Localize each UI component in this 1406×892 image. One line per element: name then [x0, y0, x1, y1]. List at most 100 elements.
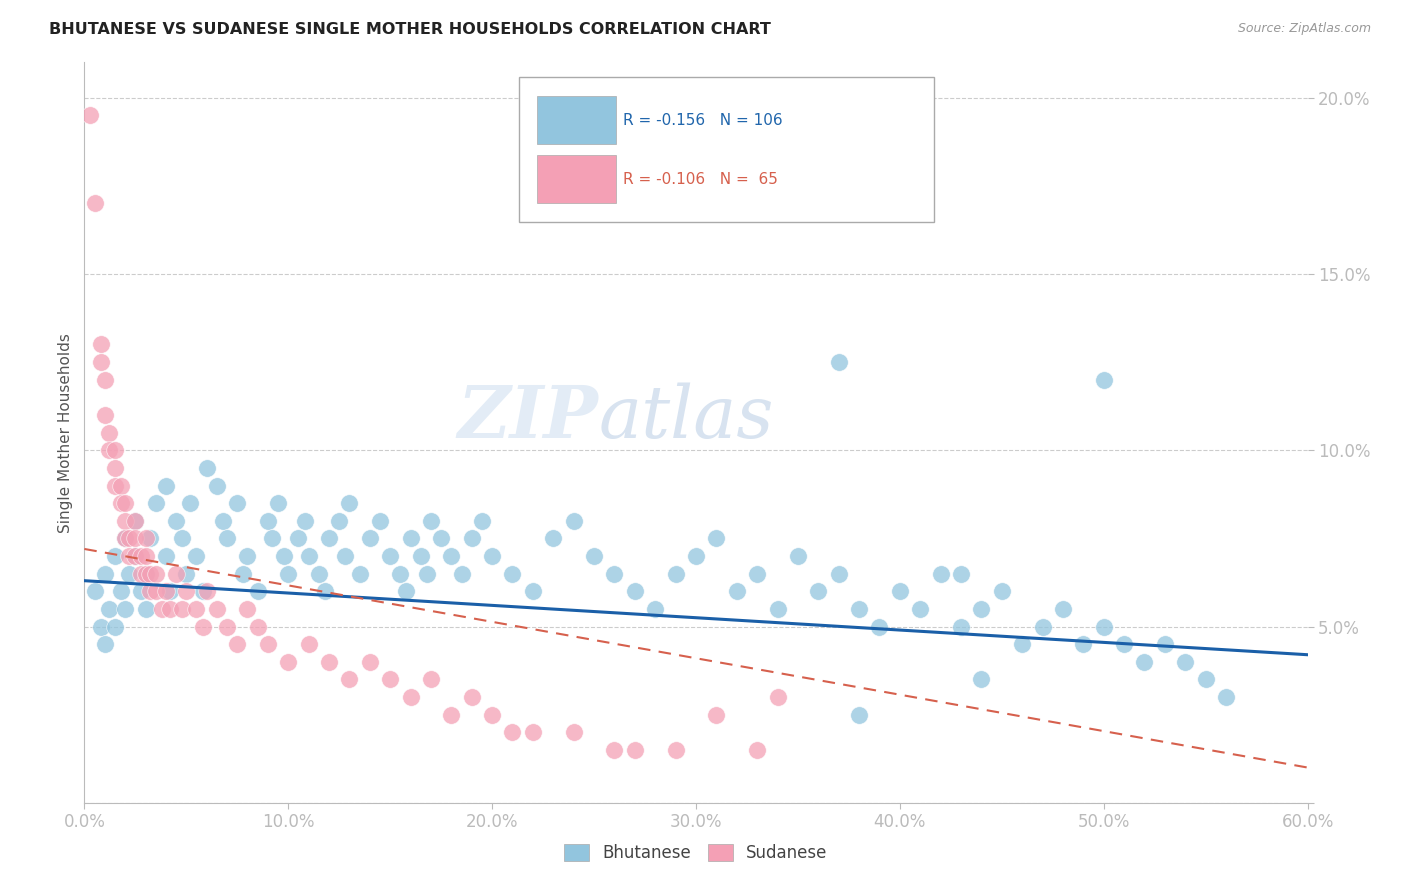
Point	[889, 584, 911, 599]
Point	[807, 584, 830, 599]
Point	[409, 549, 432, 563]
Point	[124, 532, 146, 546]
Point	[416, 566, 439, 581]
Point	[138, 566, 160, 581]
Point	[155, 478, 177, 492]
Point	[124, 514, 146, 528]
Point	[1133, 655, 1156, 669]
Point	[90, 619, 112, 633]
Point	[135, 549, 157, 563]
Point	[335, 549, 357, 563]
Point	[124, 514, 146, 528]
Point	[236, 602, 259, 616]
Point	[603, 743, 626, 757]
Point	[583, 549, 606, 563]
Point	[869, 619, 891, 633]
Point	[1154, 637, 1177, 651]
Point	[186, 549, 208, 563]
Point	[97, 425, 120, 440]
Point	[79, 108, 101, 122]
Point	[145, 496, 167, 510]
Point	[246, 619, 269, 633]
Point	[685, 549, 707, 563]
Point	[461, 532, 484, 546]
Point	[747, 566, 769, 581]
Point	[124, 549, 146, 563]
Point	[195, 584, 218, 599]
Point	[389, 566, 412, 581]
Point	[135, 566, 157, 581]
Point	[205, 602, 228, 616]
Point	[1215, 690, 1237, 704]
Point	[380, 549, 402, 563]
Point	[665, 566, 688, 581]
Point	[110, 496, 132, 510]
Point	[1032, 619, 1054, 633]
Point	[232, 566, 254, 581]
Point	[277, 655, 299, 669]
Y-axis label: Single Mother Households: Single Mother Households	[58, 333, 73, 533]
Point	[1073, 637, 1095, 651]
Point	[970, 673, 993, 687]
Point	[747, 743, 769, 757]
Point	[910, 602, 932, 616]
Point	[174, 584, 197, 599]
Point	[481, 549, 503, 563]
Point	[950, 619, 973, 633]
Point	[226, 637, 249, 651]
Point	[114, 602, 136, 616]
Point	[159, 584, 181, 599]
Point	[217, 619, 239, 633]
Point	[481, 707, 503, 722]
Point	[706, 707, 728, 722]
Point	[522, 584, 544, 599]
Point	[1092, 619, 1115, 633]
Point	[83, 196, 105, 211]
Point	[359, 532, 381, 546]
Point	[246, 584, 269, 599]
Point	[104, 443, 127, 458]
Point	[522, 725, 544, 739]
Point	[97, 602, 120, 616]
Point	[93, 637, 115, 651]
Point	[191, 584, 214, 599]
Point	[624, 743, 647, 757]
Point	[97, 443, 120, 458]
Point	[114, 514, 136, 528]
Point	[349, 566, 371, 581]
Text: Source: ZipAtlas.com: Source: ZipAtlas.com	[1237, 22, 1371, 36]
Point	[430, 532, 453, 546]
Text: R = -0.156   N = 106: R = -0.156 N = 106	[623, 112, 782, 128]
Point	[298, 549, 321, 563]
Point	[165, 514, 187, 528]
Point	[287, 532, 309, 546]
Point	[1174, 655, 1197, 669]
Point	[226, 496, 249, 510]
Point	[155, 549, 177, 563]
Point	[114, 496, 136, 510]
Text: BHUTANESE VS SUDANESE SINGLE MOTHER HOUSEHOLDS CORRELATION CHART: BHUTANESE VS SUDANESE SINGLE MOTHER HOUS…	[49, 22, 770, 37]
Point	[104, 619, 127, 633]
Point	[1011, 637, 1033, 651]
Point	[110, 478, 132, 492]
Point	[131, 549, 153, 563]
Point	[93, 373, 115, 387]
Point	[318, 655, 340, 669]
Point	[970, 602, 993, 616]
Point	[502, 725, 524, 739]
Point	[114, 532, 136, 546]
Point	[104, 549, 127, 563]
Point	[135, 532, 157, 546]
Point	[950, 566, 973, 581]
Point	[420, 514, 443, 528]
Point	[420, 673, 443, 687]
Point	[93, 566, 115, 581]
Point	[665, 743, 688, 757]
Point	[395, 584, 418, 599]
Point	[461, 690, 484, 704]
Point	[328, 514, 350, 528]
Point	[644, 602, 666, 616]
Point	[380, 673, 402, 687]
Point	[1052, 602, 1074, 616]
Point	[359, 655, 381, 669]
